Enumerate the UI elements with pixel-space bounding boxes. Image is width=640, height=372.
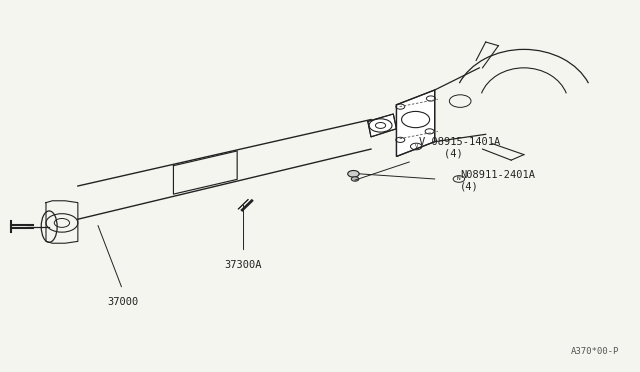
Text: N08911-2401A
(4): N08911-2401A (4)	[460, 170, 535, 191]
Polygon shape	[368, 114, 396, 137]
Text: 37000: 37000	[107, 297, 138, 307]
Circle shape	[348, 170, 359, 177]
Polygon shape	[396, 90, 435, 157]
Text: V: V	[415, 144, 418, 149]
Circle shape	[351, 177, 359, 181]
Text: V 08915-1401A
    (4): V 08915-1401A (4)	[419, 137, 500, 159]
Text: N: N	[457, 176, 461, 181]
Text: 37300A: 37300A	[225, 260, 262, 270]
Text: A370*00-P: A370*00-P	[571, 347, 620, 356]
